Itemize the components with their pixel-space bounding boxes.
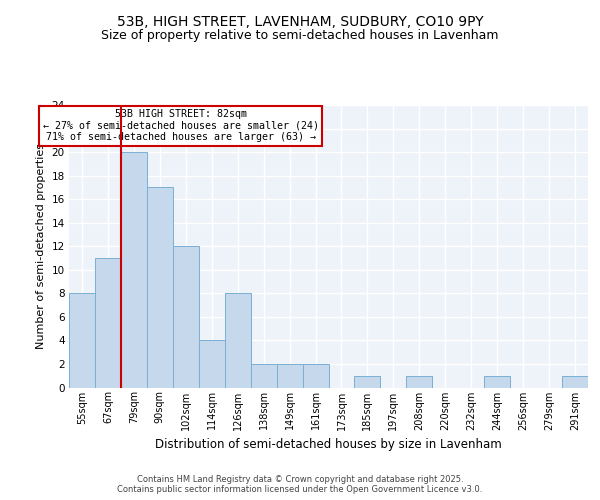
Bar — [355, 376, 380, 388]
Bar — [484, 376, 510, 388]
Y-axis label: Number of semi-detached properties: Number of semi-detached properties — [36, 143, 46, 350]
Text: Size of property relative to semi-detached houses in Lavenham: Size of property relative to semi-detach… — [101, 28, 499, 42]
Bar — [251, 364, 277, 388]
Bar — [147, 188, 173, 388]
Text: Contains HM Land Registry data © Crown copyright and database right 2025.
Contai: Contains HM Land Registry data © Crown c… — [118, 474, 482, 494]
Text: 53B HIGH STREET: 82sqm
← 27% of semi-detached houses are smaller (24)
71% of sem: 53B HIGH STREET: 82sqm ← 27% of semi-det… — [43, 109, 319, 142]
Bar — [95, 258, 121, 388]
Bar — [302, 364, 329, 388]
Bar — [121, 152, 147, 388]
Text: 53B, HIGH STREET, LAVENHAM, SUDBURY, CO10 9PY: 53B, HIGH STREET, LAVENHAM, SUDBURY, CO1… — [116, 16, 484, 30]
Bar — [199, 340, 224, 388]
Bar — [173, 246, 199, 388]
X-axis label: Distribution of semi-detached houses by size in Lavenham: Distribution of semi-detached houses by … — [155, 438, 502, 451]
Bar — [562, 376, 588, 388]
Bar — [277, 364, 302, 388]
Bar — [406, 376, 432, 388]
Bar — [225, 294, 251, 388]
Bar — [69, 294, 95, 388]
